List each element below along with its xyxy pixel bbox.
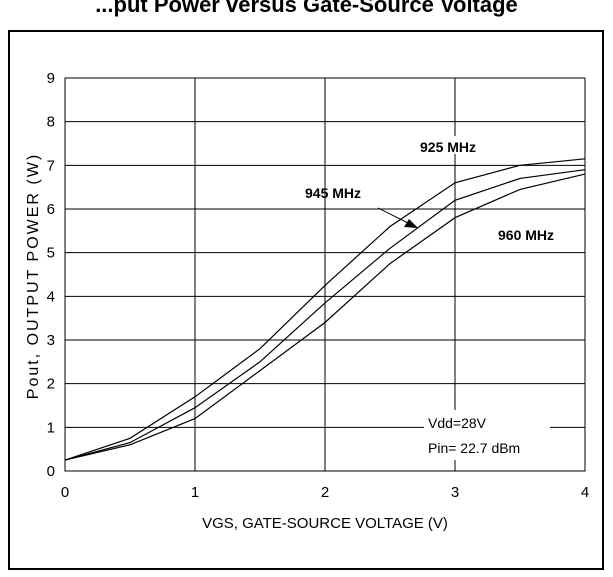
series-lines [64, 158, 586, 461]
x-tick-labels: 0 1 2 3 4 [61, 484, 589, 501]
y-tick-label: 2 [47, 376, 55, 393]
arrow-945-head [404, 219, 418, 228]
arrow-945-line [377, 207, 411, 225]
y-tick-label: 4 [47, 288, 55, 305]
series-line-925mhz [64, 158, 586, 461]
y-tick-label: 8 [47, 114, 55, 131]
x-tick-label: 4 [581, 484, 589, 501]
x-tick-label: 3 [451, 484, 459, 501]
grid [65, 78, 585, 471]
y-axis-title: Pout, OUTPUT POWER (W) [25, 153, 42, 399]
y-tick-labels: 0 1 2 3 4 5 6 7 8 9 [47, 70, 55, 480]
series-line-945mhz [64, 169, 586, 461]
y-tick-label: 6 [47, 201, 55, 218]
y-tick-label: 1 [47, 419, 55, 436]
label-925mhz: 925 MHz [420, 139, 476, 155]
x-axis-title: VGS, GATE-SOURCE VOLTAGE (V) [202, 515, 448, 532]
condition-box [424, 410, 550, 460]
chart-frame [8, 30, 604, 570]
y-tick-label: 0 [47, 463, 55, 480]
label-945mhz: 945 MHz [305, 185, 361, 201]
label-960mhz: 960 MHz [498, 227, 554, 243]
condition-vdd: Vdd=28V [428, 415, 487, 431]
y-tick-label: 3 [47, 332, 55, 349]
x-tick-label: 2 [321, 484, 329, 501]
y-tick-label: 9 [47, 70, 55, 87]
chart-title-fragment: ...put Power versus Gate-Source Voltage [95, 0, 518, 17]
x-tick-label: 0 [61, 484, 69, 501]
y-tick-label: 7 [47, 157, 55, 174]
series-line-960mhz [64, 173, 586, 461]
y-tick-label: 5 [47, 245, 55, 262]
condition-pin: Pin= 22.7 dBm [428, 440, 520, 456]
label-925-bg [418, 136, 482, 154]
x-tick-label: 1 [191, 484, 199, 501]
